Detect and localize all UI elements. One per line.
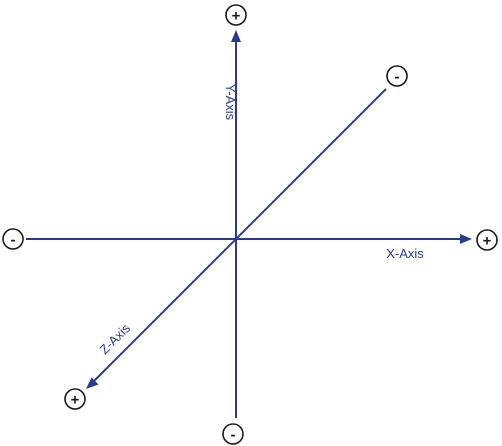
z-axis-line [92,88,387,383]
x-axis-negative-sign: - [11,232,16,249]
z-axis-arrowhead [86,377,99,389]
y-axis-positive-sign: + [232,8,241,25]
x-axis-positive-marker: + [476,229,498,251]
x-axis-negative-marker: - [2,228,24,250]
x-axis-positive-sign: + [483,233,492,250]
z-axis-label: Z-Axis [96,320,133,357]
y-axis-negative-sign: - [231,427,236,444]
z-axis-negative-sign: - [395,69,400,86]
y-axis-negative-marker: - [222,423,244,445]
z-axis-negative-marker: - [386,65,408,87]
z-axis-positive-marker: + [64,388,86,410]
y-axis-arrowhead [231,30,241,42]
y-axis-label: Y-Axis [223,84,238,121]
z-axis-positive-sign: + [71,392,80,409]
y-axis-positive-marker: + [225,4,247,26]
x-axis-arrowhead [460,234,472,244]
x-axis-label: X-Axis [386,246,424,261]
